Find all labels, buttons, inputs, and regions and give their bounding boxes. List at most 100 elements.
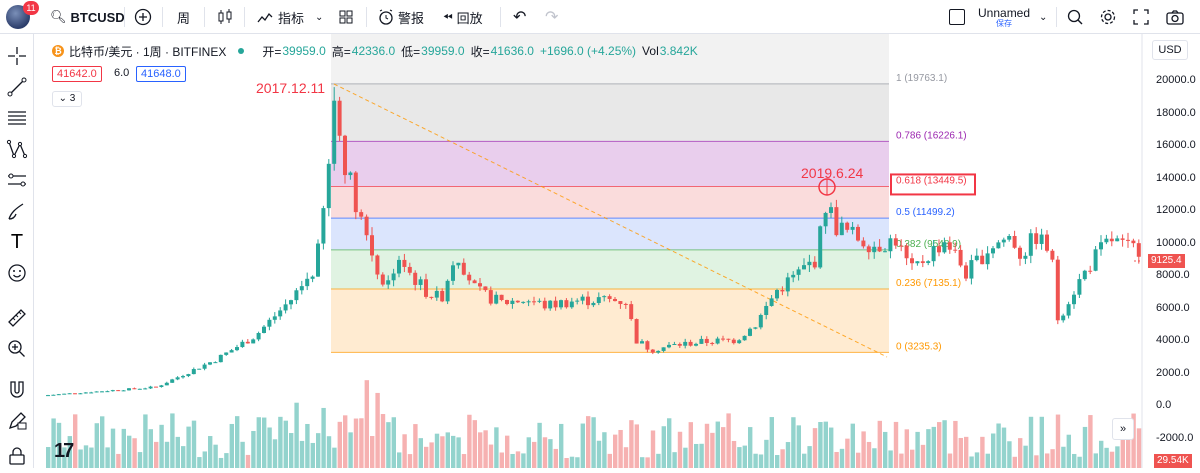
- candle-body: [283, 304, 288, 311]
- candle-body: [1039, 234, 1044, 244]
- redo-icon[interactable]: ↷: [545, 9, 559, 26]
- peak-date-annotation[interactable]: 2017.12.11: [256, 80, 326, 96]
- candle-body: [197, 368, 202, 370]
- candle-body: [256, 332, 261, 340]
- fib-tool[interactable]: [5, 106, 29, 130]
- settings-button[interactable]: [1099, 0, 1117, 34]
- volume-bar: [181, 446, 186, 468]
- candle-body: [791, 274, 796, 278]
- tradingview-logo[interactable]: 17: [54, 440, 74, 462]
- candle-body: [947, 242, 952, 250]
- price-axis-tick: 4000.0: [1156, 334, 1190, 346]
- lock-drawing-tool[interactable]: [5, 409, 29, 433]
- fullscreen-button[interactable]: [1132, 0, 1150, 34]
- volume-bar: [283, 420, 288, 468]
- candle-body: [1023, 255, 1028, 259]
- volume-bar: [947, 453, 953, 468]
- candle-body: [78, 393, 83, 395]
- brush-tool[interactable]: [5, 199, 29, 223]
- candle-body: [175, 377, 180, 380]
- volume-bar: [796, 425, 801, 468]
- volume-bar: [704, 423, 710, 468]
- candle-body: [812, 261, 817, 268]
- volume-bar: [785, 442, 791, 468]
- volume-bar: [208, 436, 213, 468]
- magnet-tool[interactable]: [5, 378, 29, 402]
- volume-bar: [974, 452, 980, 468]
- pattern-tool[interactable]: [5, 137, 29, 161]
- volume-bar: [829, 427, 834, 468]
- volume-bar: [343, 415, 348, 468]
- interval-button[interactable]: 周: [177, 10, 191, 26]
- candle-body: [456, 262, 461, 266]
- candle-body: [229, 350, 234, 353]
- layout-dropdown-icon[interactable]: ⌄: [1039, 11, 1048, 23]
- scroll-to-latest-button[interactable]: »: [1112, 418, 1134, 440]
- candle-body: [823, 212, 828, 227]
- candle-body: [974, 255, 979, 261]
- candle-body: [89, 392, 94, 394]
- candle-body: [656, 350, 661, 353]
- prediction-tool[interactable]: [5, 168, 29, 192]
- ruler-icon: [8, 309, 26, 327]
- indicators-dropdown-icon[interactable]: ⌄: [315, 11, 324, 23]
- undo-icon[interactable]: ↶: [513, 9, 527, 26]
- trendline-tool[interactable]: [5, 75, 29, 99]
- volume-bar: [667, 418, 672, 468]
- compare-button[interactable]: [134, 0, 152, 34]
- candle-body: [758, 314, 763, 328]
- candle-body: [148, 386, 153, 389]
- pair-title[interactable]: 比特币/美元 · 1周 · BITFINEX: [69, 44, 227, 59]
- zoom-search-icon: [1067, 9, 1083, 25]
- chart-type-button[interactable]: [216, 0, 234, 34]
- symbol-search-button[interactable]: 🔍︎ BTCUSD: [50, 0, 125, 34]
- candle-body: [953, 249, 958, 251]
- measure-tool[interactable]: [5, 306, 29, 330]
- volume-bar: [802, 453, 807, 468]
- lock-tool[interactable]: [5, 444, 29, 468]
- price-chart[interactable]: 1 (19763.1) 0.786 (16226.1) 0.618 (13449.5…: [34, 34, 1200, 468]
- crosshair-tool[interactable]: [5, 44, 29, 68]
- indicators-icon: [257, 12, 273, 23]
- retest-date-annotation[interactable]: 2019.6.24: [801, 165, 864, 181]
- currency-button[interactable]: USD: [1152, 40, 1188, 60]
- alert-button[interactable]: 警报: [377, 0, 424, 34]
- volume-bar: [737, 447, 742, 468]
- volume-bar: [607, 453, 612, 468]
- volume-bar: [904, 429, 909, 468]
- candle-body: [640, 341, 644, 344]
- volume-bar: [478, 432, 483, 468]
- volume-bar: [494, 427, 499, 468]
- indicator-collapse-button[interactable]: ⌄ 3: [52, 91, 82, 107]
- volume-bar: [807, 446, 812, 468]
- volume-bar: [699, 443, 704, 468]
- indicators-button[interactable]: 指标: [256, 0, 304, 34]
- fib-retracement-icon: [8, 111, 26, 125]
- candle-body: [337, 100, 342, 136]
- buy-price-button[interactable]: 41648.0: [136, 66, 186, 82]
- volume-bar: [83, 445, 89, 468]
- layouts-button[interactable]: [337, 0, 355, 34]
- snapshot-button[interactable]: [1165, 0, 1185, 34]
- candle-body: [629, 304, 634, 320]
- layout-checkbox[interactable]: [949, 0, 965, 34]
- volume-bar: [440, 436, 445, 468]
- bitcoin-icon: ₿: [52, 45, 64, 57]
- brush-icon: [8, 203, 24, 220]
- volume-bar: [132, 438, 137, 468]
- candle-body: [1034, 233, 1039, 244]
- volume-bar: [1093, 453, 1098, 468]
- candle-body: [1066, 304, 1071, 316]
- candle-body: [272, 316, 277, 320]
- candle-body: [299, 286, 304, 291]
- emoji-tool[interactable]: [5, 261, 29, 285]
- candle-body: [559, 300, 563, 308]
- volume-label: Vol: [642, 44, 659, 58]
- replay-button[interactable]: ⏪︎ 回放: [443, 0, 483, 34]
- sell-price-button[interactable]: 41642.0: [52, 66, 102, 82]
- text-tool[interactable]: T: [5, 230, 29, 254]
- zoom-tool[interactable]: [5, 337, 29, 361]
- volume-bar: [397, 452, 402, 468]
- quick-search-button[interactable]: [1066, 0, 1084, 34]
- layout-name-button[interactable]: Unnamed 保存: [978, 0, 1030, 34]
